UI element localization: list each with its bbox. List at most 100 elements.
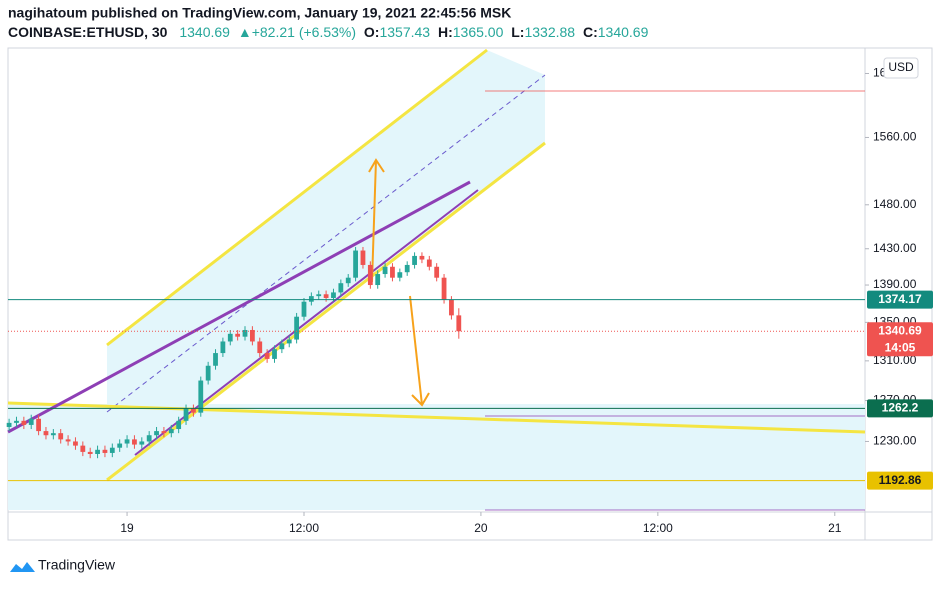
candle-body bbox=[456, 315, 462, 332]
candle-body bbox=[382, 266, 388, 275]
candle-body bbox=[338, 283, 344, 293]
candle-body bbox=[294, 316, 300, 340]
candle-body bbox=[139, 441, 145, 445]
candle-body bbox=[426, 259, 432, 267]
candle-body bbox=[249, 329, 255, 342]
footer-brand: TradingView bbox=[38, 557, 116, 573]
candle-body bbox=[301, 301, 307, 317]
axis: 1640.001560.001480.001430.001390.001350.… bbox=[8, 66, 933, 535]
open-value: 1357.43 bbox=[379, 24, 430, 40]
low-label: L: bbox=[511, 24, 524, 40]
candle-body bbox=[242, 329, 248, 337]
candle-body bbox=[286, 339, 292, 344]
candle-body bbox=[308, 296, 314, 302]
candle-body bbox=[227, 333, 233, 342]
candle-body bbox=[154, 431, 159, 436]
channel-mid bbox=[106, 74, 546, 413]
candle-body bbox=[65, 439, 71, 442]
candle-body bbox=[375, 274, 381, 286]
high-value: 1365.00 bbox=[453, 24, 504, 40]
candle-body bbox=[58, 433, 64, 440]
wedge-upper bbox=[7, 180, 471, 434]
candle-body bbox=[412, 255, 417, 265]
candle-body bbox=[132, 439, 137, 445]
candle-body bbox=[36, 418, 41, 432]
arrow-up bbox=[368, 158, 385, 283]
candle-body bbox=[205, 365, 211, 381]
candle-body bbox=[345, 277, 351, 284]
candle-body bbox=[272, 349, 277, 359]
x-tick-label: 21 bbox=[828, 521, 842, 535]
candle-body bbox=[80, 445, 86, 452]
candle-body bbox=[117, 443, 123, 448]
candle-body bbox=[264, 353, 270, 359]
low-value: 1332.88 bbox=[524, 24, 575, 40]
candle-body bbox=[50, 433, 56, 436]
candle-body bbox=[235, 333, 241, 337]
x-tick-label: 12:00 bbox=[643, 521, 673, 535]
x-tick-label: 19 bbox=[120, 521, 134, 535]
channel-upper bbox=[106, 48, 488, 347]
candle-body bbox=[220, 341, 226, 354]
candle-body bbox=[441, 277, 447, 300]
change: ▲+82.21 (+6.53%) bbox=[238, 24, 356, 40]
last-price: 1340.69 bbox=[179, 24, 230, 40]
candle-body bbox=[397, 272, 403, 278]
candle-body bbox=[183, 408, 189, 421]
price-tag bbox=[867, 399, 933, 418]
candle-body bbox=[434, 266, 440, 278]
candle-body bbox=[279, 343, 285, 350]
y-tick-label: 1560.00 bbox=[873, 130, 917, 144]
candle-body bbox=[353, 250, 358, 278]
candle-body bbox=[213, 353, 218, 366]
candle-body bbox=[367, 264, 373, 286]
y-tick-label: 1310.00 bbox=[873, 353, 917, 367]
candle-body bbox=[449, 299, 454, 316]
candle-body bbox=[87, 451, 93, 454]
drawings bbox=[7, 48, 866, 511]
candle-body bbox=[102, 449, 108, 453]
price-tag bbox=[867, 471, 933, 490]
price-tag-label: 1340.69 bbox=[878, 323, 922, 337]
candle-body bbox=[73, 441, 78, 446]
candle-body bbox=[404, 264, 410, 273]
candle-body bbox=[323, 294, 329, 298]
candle-body bbox=[419, 255, 425, 260]
y-tick-label: 1230.00 bbox=[873, 434, 917, 448]
candle-body bbox=[360, 250, 366, 265]
x-tick-label: 12:00 bbox=[289, 521, 319, 535]
currency: USD bbox=[888, 60, 914, 74]
candle-body bbox=[6, 422, 12, 427]
symbol-line: COINBASE:ETHUSD, 30 1340.69 ▲+82.21 (+6.… bbox=[8, 24, 649, 40]
candle-body bbox=[43, 431, 49, 436]
currency-badge bbox=[883, 57, 919, 79]
price-tag bbox=[867, 322, 933, 357]
candle-body bbox=[176, 420, 182, 430]
price-tag-label: 1192.86 bbox=[879, 473, 922, 487]
candle-body bbox=[109, 447, 115, 453]
candle-body bbox=[316, 294, 322, 297]
candle-body bbox=[198, 380, 204, 413]
price-tag-label: 1262.2 bbox=[882, 401, 919, 415]
channel-fill bbox=[107, 50, 545, 480]
open-label: O: bbox=[364, 24, 380, 40]
price-tag bbox=[867, 290, 933, 309]
countdown: 14:05 bbox=[885, 340, 916, 354]
candle-body bbox=[390, 266, 395, 278]
published-line: nagihatoum published on TradingView.com,… bbox=[8, 5, 511, 21]
candle-body bbox=[257, 341, 263, 354]
candle-body bbox=[191, 408, 196, 413]
symbol: COINBASE:ETHUSD, 30 bbox=[8, 24, 168, 40]
close-value: 1340.69 bbox=[598, 24, 649, 40]
candles bbox=[6, 246, 462, 459]
candle-body bbox=[124, 439, 130, 444]
candle-body bbox=[95, 449, 100, 454]
y-tick-label: 1480.00 bbox=[873, 197, 917, 211]
logo bbox=[10, 562, 35, 572]
candle-body bbox=[161, 431, 167, 434]
candle-body bbox=[14, 420, 19, 423]
arrow-down bbox=[409, 295, 430, 407]
price-tag-label: 1374.17 bbox=[878, 292, 922, 306]
y-tick-label: 1430.00 bbox=[873, 241, 917, 255]
